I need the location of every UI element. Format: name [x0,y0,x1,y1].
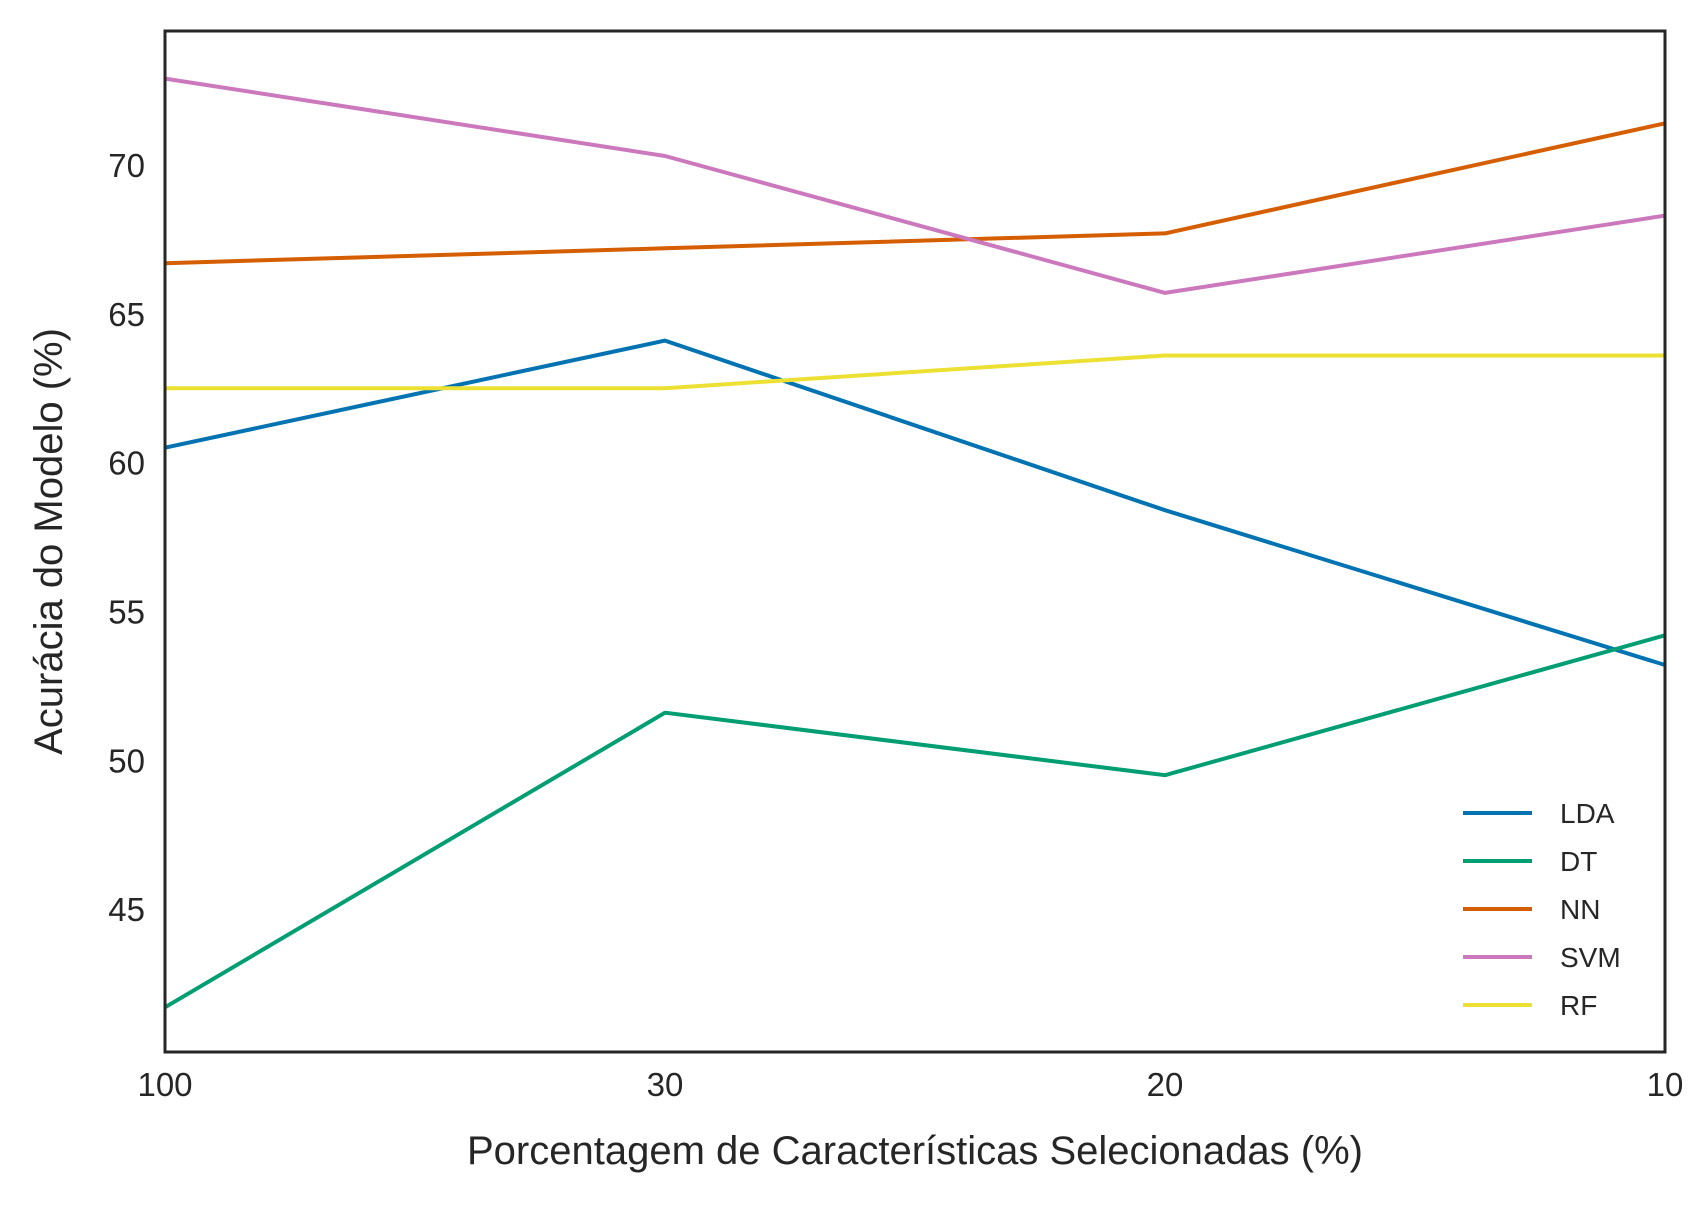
series-line-lda [164,338,1666,667]
y-tick-label: 60 [108,445,145,482]
legend-label: LDA [1560,798,1615,829]
y-tick-label: 45 [108,891,145,928]
x-tick-label: 100 [137,1066,192,1103]
legend-label: NN [1560,894,1600,925]
plot-frame [163,29,1667,1054]
x-tick-label: 10 [1647,1066,1684,1103]
legend-item-nn: NN [1463,894,1600,925]
series-line-dt [163,633,1666,1010]
legend-label: SVM [1560,942,1621,973]
y-tick-label: 55 [108,593,145,630]
tick-layer: 100 30 20 10 45 50 55 60 65 70 [108,147,1683,1103]
legend-item-rf: RF [1463,990,1597,1021]
legend-item-svm: SVM [1463,942,1621,973]
series-line-svm [164,76,1666,295]
legend-label: DT [1560,846,1597,877]
y-axis-label: Acurácia do Modelo (%) [27,328,71,755]
series-line-nn [164,121,1666,266]
legend: LDA DT NN SVM RF [1463,798,1621,1021]
x-axis-label: Porcentagem de Características Seleciona… [467,1129,1363,1173]
y-tick-label: 70 [108,147,145,184]
x-tick-label: 20 [1147,1066,1184,1103]
x-tick-label: 30 [647,1066,684,1103]
legend-item-dt: DT [1463,846,1597,877]
y-tick-label: 50 [108,742,145,779]
legend-item-lda: LDA [1463,798,1615,829]
legend-label: RF [1560,990,1597,1021]
y-tick-label: 65 [108,296,145,333]
plot-layer [163,76,1666,1010]
series-line-rf [165,353,1665,391]
